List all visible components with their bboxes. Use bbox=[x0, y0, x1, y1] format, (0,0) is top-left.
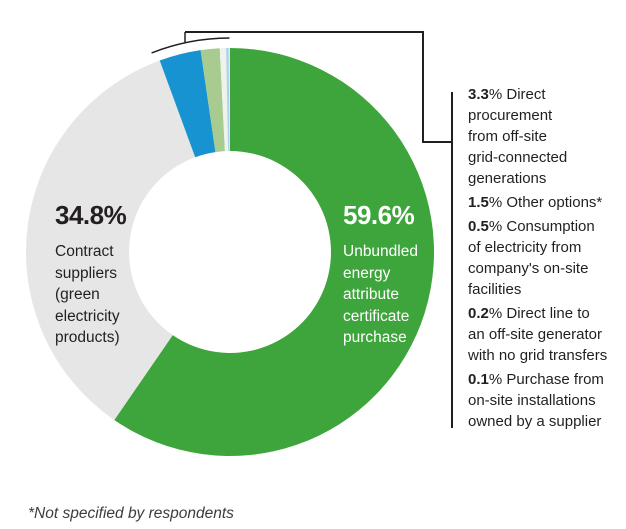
donut-segment-59-6pct bbox=[114, 48, 435, 456]
donut-rings bbox=[26, 47, 435, 456]
legend-entry-pct: 0.5 bbox=[468, 218, 489, 235]
legend-entry-text: % Direct procurement from off-site grid-… bbox=[468, 86, 568, 187]
unbundled-certificate-label: 59.6% Unbundled energy attribute certifi… bbox=[343, 201, 418, 349]
donut-segment-0-1pct bbox=[228, 47, 230, 152]
legend-entry-pct: 3.3 bbox=[468, 86, 489, 103]
footnote: *Not specified by respondents bbox=[28, 504, 234, 522]
unbundled-certificate-pct: 59.6% bbox=[343, 200, 415, 230]
legend-list: 3.3% Direct procurement from off-site gr… bbox=[468, 84, 626, 435]
legend-entry-pct: 0.1 bbox=[468, 371, 489, 388]
contract-suppliers-label: 34.8% Contract suppliers (green electric… bbox=[55, 200, 127, 349]
unbundled-certificate-text: Unbundled energy attribute certificate p… bbox=[343, 243, 418, 346]
donut-segment-0-2pct bbox=[226, 48, 230, 152]
legend-entry-pct: 1.5 bbox=[468, 194, 489, 211]
legend-entry-direct-line: 0.2% Direct line to an off-site generato… bbox=[468, 303, 626, 366]
donut-segment-34-8pct bbox=[26, 60, 196, 420]
donut-segment-3-3pct bbox=[159, 50, 216, 158]
callout-arc bbox=[151, 37, 230, 54]
donut-segment-1-5pct bbox=[200, 48, 225, 153]
contract-suppliers-text: Contract suppliers (green electricity pr… bbox=[55, 243, 120, 346]
donut-segment-0-5pct bbox=[219, 48, 229, 152]
legend-entry-text: % Consumption of electricity from compan… bbox=[468, 218, 595, 298]
legend-entry-text: % Direct line to an off-site generator w… bbox=[468, 305, 608, 364]
legend-entry-other-options: 1.5% Other options* bbox=[468, 192, 626, 213]
legend-entry-direct-procurement: 3.3% Direct procurement from off-site gr… bbox=[468, 84, 626, 189]
contract-suppliers-pct: 34.8% bbox=[55, 200, 127, 230]
legend-entry-pct: 0.2 bbox=[468, 305, 489, 322]
legend-entry-onsite-consumption: 0.5% Consumption of electricity from com… bbox=[468, 216, 626, 300]
legend-entry-text: % Other options* bbox=[488, 194, 603, 211]
legend-entry-text: % Purchase from on-site installations ow… bbox=[468, 371, 604, 430]
legend-entry-onsite-installations: 0.1% Purchase from on-site installations… bbox=[468, 369, 626, 432]
callout-connector bbox=[185, 31, 451, 143]
